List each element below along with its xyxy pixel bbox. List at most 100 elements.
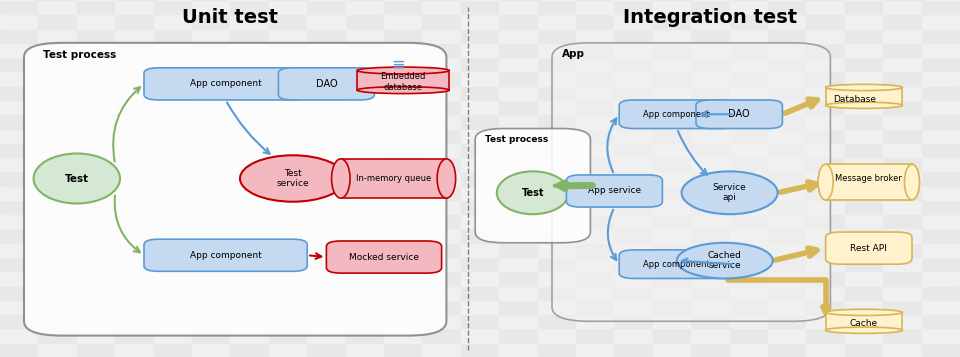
Bar	[806, 286, 845, 300]
Bar	[845, 343, 883, 357]
Bar	[384, 314, 422, 328]
Bar	[538, 71, 576, 86]
Bar	[154, 343, 192, 357]
FancyBboxPatch shape	[566, 175, 662, 207]
Bar	[384, 0, 422, 14]
Bar	[346, 0, 384, 14]
Text: Test process: Test process	[43, 50, 116, 60]
Bar	[154, 29, 192, 43]
Bar	[614, 300, 653, 314]
Bar	[269, 328, 307, 343]
Bar	[499, 100, 538, 114]
Bar	[422, 286, 461, 300]
Bar	[461, 286, 499, 300]
Bar	[230, 186, 269, 200]
Bar	[461, 57, 499, 71]
Bar	[576, 200, 614, 214]
Bar	[115, 171, 154, 186]
Bar	[922, 200, 960, 214]
Bar	[461, 243, 499, 257]
Bar	[499, 271, 538, 286]
Bar	[768, 343, 806, 357]
Bar	[691, 186, 730, 200]
Bar	[0, 0, 38, 14]
Bar	[230, 328, 269, 343]
Bar	[806, 214, 845, 228]
Bar	[653, 86, 691, 100]
Bar	[845, 157, 883, 171]
Bar	[230, 129, 269, 143]
Bar	[653, 100, 691, 114]
Bar	[691, 343, 730, 357]
Bar	[922, 286, 960, 300]
Bar	[922, 314, 960, 328]
Bar	[922, 157, 960, 171]
Bar	[269, 129, 307, 143]
Bar	[346, 43, 384, 57]
Bar	[730, 57, 768, 71]
Bar	[691, 86, 730, 100]
Bar	[806, 157, 845, 171]
Bar	[806, 343, 845, 357]
Bar	[730, 286, 768, 300]
Bar	[922, 186, 960, 200]
Bar	[307, 29, 346, 43]
Bar	[538, 143, 576, 157]
Bar	[499, 257, 538, 271]
Bar	[38, 228, 77, 243]
Bar	[691, 214, 730, 228]
Bar	[730, 271, 768, 286]
Bar	[115, 0, 154, 14]
Text: ≡: ≡	[392, 55, 405, 73]
Bar	[653, 71, 691, 86]
Bar	[422, 114, 461, 129]
Bar	[115, 328, 154, 343]
Bar	[384, 300, 422, 314]
Bar	[384, 57, 422, 71]
Bar	[307, 43, 346, 57]
Bar	[538, 257, 576, 271]
Bar	[614, 114, 653, 129]
Bar	[806, 186, 845, 200]
Bar	[538, 86, 576, 100]
Ellipse shape	[826, 327, 902, 333]
Ellipse shape	[357, 67, 449, 74]
Bar	[307, 214, 346, 228]
Bar	[538, 57, 576, 71]
Bar	[154, 214, 192, 228]
Bar	[845, 43, 883, 57]
Bar	[845, 286, 883, 300]
Ellipse shape	[826, 309, 902, 316]
Bar	[691, 286, 730, 300]
Bar	[77, 43, 115, 57]
Bar	[38, 243, 77, 257]
Bar	[384, 157, 422, 171]
Text: Embedded
database: Embedded database	[380, 72, 426, 92]
Bar	[38, 171, 77, 186]
Bar	[653, 129, 691, 143]
Bar	[691, 171, 730, 186]
Bar	[806, 57, 845, 71]
Bar	[307, 257, 346, 271]
Bar	[307, 228, 346, 243]
Bar	[576, 14, 614, 29]
Bar	[307, 314, 346, 328]
Bar	[883, 257, 922, 271]
Bar	[883, 100, 922, 114]
Bar	[845, 100, 883, 114]
Bar	[806, 257, 845, 271]
Bar	[422, 129, 461, 143]
Bar	[307, 343, 346, 357]
Bar	[77, 343, 115, 357]
Bar	[922, 214, 960, 228]
Bar	[307, 271, 346, 286]
Bar	[768, 100, 806, 114]
Bar	[192, 328, 230, 343]
Bar	[845, 300, 883, 314]
Bar	[422, 143, 461, 157]
Bar	[357, 71, 449, 90]
Bar	[346, 157, 384, 171]
Bar	[653, 300, 691, 314]
Bar	[230, 300, 269, 314]
Bar	[461, 200, 499, 214]
